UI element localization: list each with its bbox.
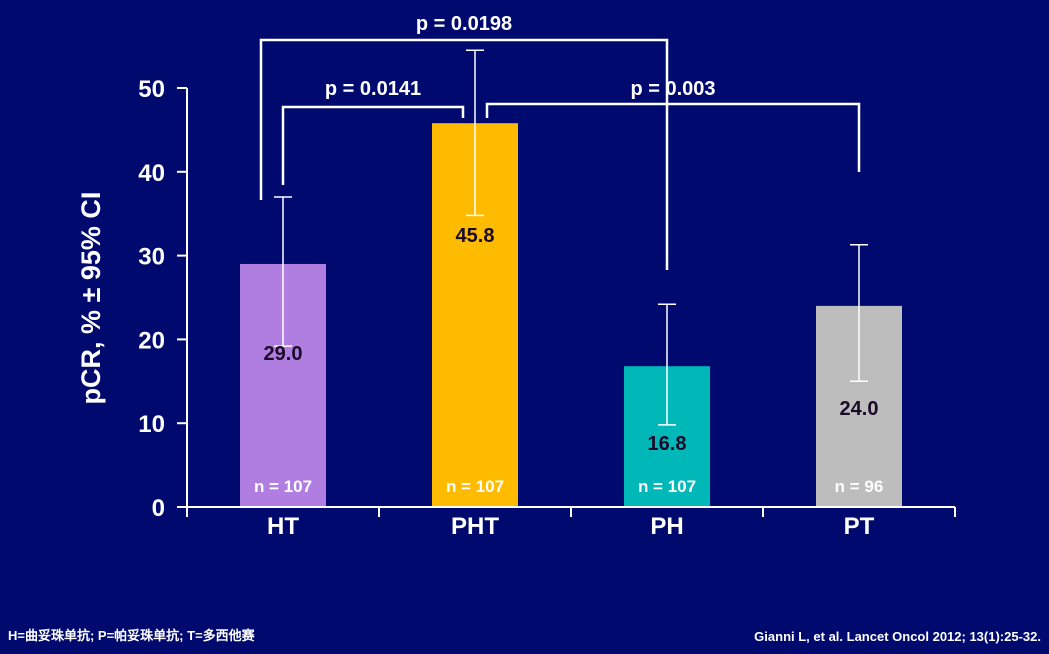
y-tick-label-40: 40: [138, 160, 165, 187]
y-tick-label-10: 10: [138, 411, 165, 438]
significance-bracket-2: [281, 105, 465, 185]
footnote-citation: Gianni L, et al. Lancet Oncol 2012; 13(1…: [754, 629, 1041, 644]
value-label-pht: 45.8: [456, 225, 495, 247]
x-tick-label-pt: PT: [844, 513, 875, 540]
value-label-ph: 16.8: [648, 433, 687, 455]
p-value-label-2: p = 0.0141: [325, 78, 421, 100]
n-label-ph: n = 107: [638, 477, 696, 496]
value-label-pt: 24.0: [840, 398, 879, 420]
p-value-label-3: p = 0.003: [630, 78, 715, 100]
n-label-pt: n = 96: [835, 477, 884, 496]
significance-bracket-3: [485, 102, 861, 172]
n-label-ht: n = 107: [254, 477, 312, 496]
significance-bracket-1: [259, 38, 669, 270]
footnote-abbreviations: H=曲妥珠单抗; P=帕妥珠单抗; T=多西他赛: [8, 628, 255, 643]
y-axis-label: pCR, % ± 95% CI: [76, 192, 106, 405]
y-tick-label-30: 30: [138, 244, 165, 271]
y-tick-label-20: 20: [138, 327, 165, 354]
n-label-pht: n = 107: [446, 477, 504, 496]
y-tick-label-50: 50: [138, 76, 165, 103]
x-tick-label-ht: HT: [267, 513, 299, 540]
value-label-ht: 29.0: [264, 343, 303, 365]
x-tick-label-pht: PHT: [451, 513, 499, 540]
p-value-label-1: p = 0.0198: [416, 13, 512, 35]
y-tick-label-0: 0: [152, 495, 165, 522]
x-tick-label-ph: PH: [650, 513, 683, 540]
